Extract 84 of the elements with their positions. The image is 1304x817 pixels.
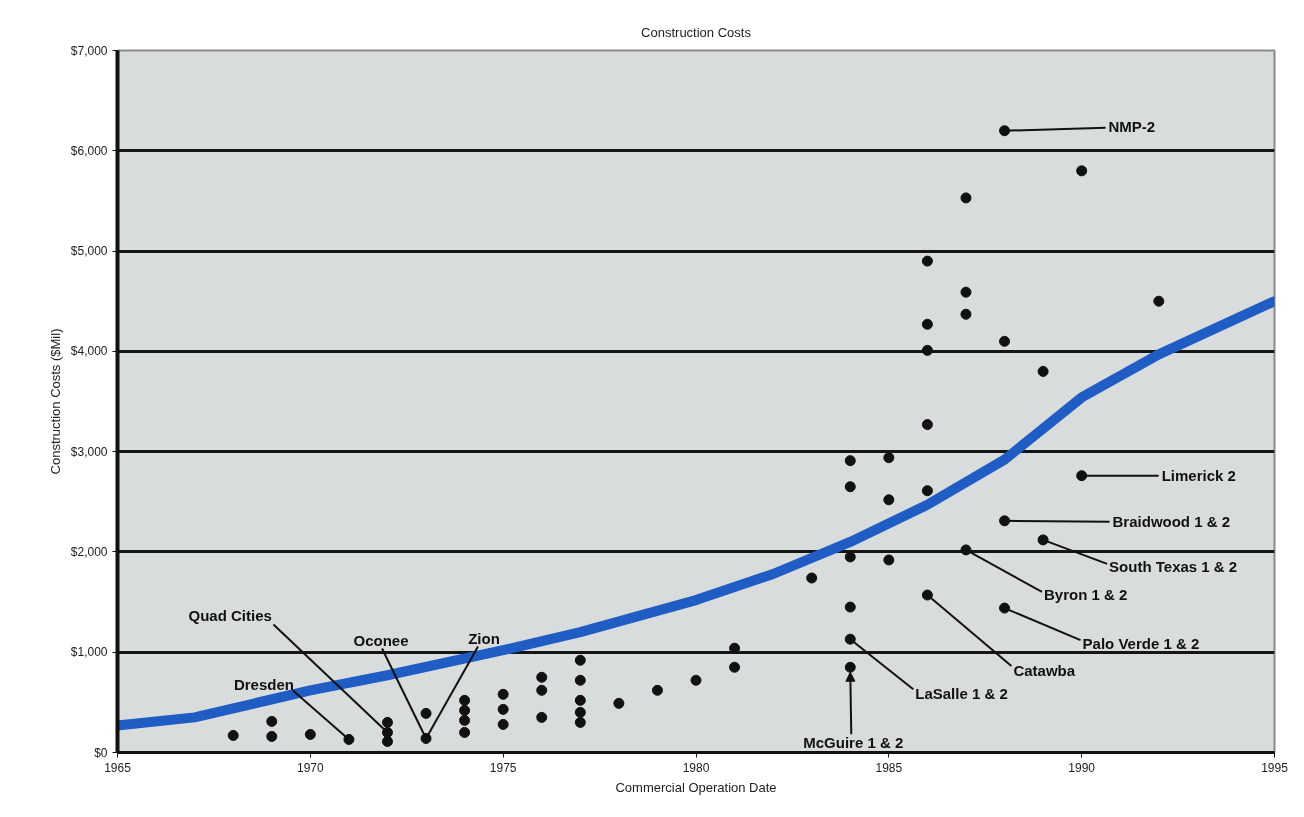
point: [844, 455, 856, 467]
point: [574, 716, 586, 728]
point: [844, 601, 856, 613]
y-tick-label: $1,000: [70, 645, 108, 660]
point: [1037, 365, 1049, 377]
y-tick-label: $3,000: [70, 444, 108, 459]
annotation: South Texas 1 & 2: [1109, 558, 1238, 576]
y-tick-label: $4,000: [70, 344, 108, 359]
point: [921, 485, 933, 497]
point: [266, 715, 278, 727]
y-tick-label: $0: [94, 745, 108, 760]
point: [1076, 470, 1088, 482]
x-tick-label: 1980: [682, 760, 710, 775]
point: [844, 481, 856, 493]
point: [227, 729, 239, 741]
annotation: Oconee: [353, 631, 409, 649]
point: [690, 674, 702, 686]
point: [651, 684, 663, 696]
point: [999, 335, 1011, 347]
point: [729, 661, 741, 673]
point: [883, 494, 895, 506]
annotation: LaSalle 1 & 2: [915, 684, 1008, 702]
annotation: Byron 1 & 2: [1043, 586, 1128, 604]
annotation: McGuire 1 & 2: [803, 733, 904, 751]
y-tick-label: $2,000: [70, 544, 108, 559]
point: [574, 694, 586, 706]
point: [999, 125, 1011, 137]
point: [497, 703, 509, 715]
point: [497, 718, 509, 730]
annotation: Palo Verde 1 & 2: [1082, 634, 1200, 652]
x-tick-label: 1975: [489, 760, 517, 775]
point: [304, 728, 316, 740]
point: [921, 255, 933, 267]
point: [999, 515, 1011, 527]
point: [921, 589, 933, 601]
annotation: NMP-2: [1108, 118, 1156, 136]
point: [960, 286, 972, 298]
point: [459, 694, 471, 706]
point: [1153, 295, 1165, 307]
point: [844, 661, 856, 673]
annotation: Limerick 2: [1161, 467, 1236, 485]
point: [883, 452, 895, 464]
x-axis-title: Commercial Operation Date: [615, 779, 777, 795]
point: [459, 726, 471, 738]
annotation: Braidwood 1 & 2: [1112, 513, 1231, 531]
point: [921, 318, 933, 330]
point: [1076, 165, 1088, 177]
y-tick-label: $5,000: [70, 244, 108, 259]
point: [921, 419, 933, 431]
y-tick-label: $6,000: [70, 143, 108, 158]
point: [420, 707, 432, 719]
point: [844, 633, 856, 645]
chart-title: Construction Costs: [641, 24, 752, 40]
point: [266, 730, 278, 742]
annotation: Catawba: [1013, 661, 1076, 679]
point: [574, 674, 586, 686]
point: [960, 192, 972, 204]
point: [999, 602, 1011, 614]
point: [613, 697, 625, 709]
point: [381, 716, 393, 728]
x-tick-label: 1970: [296, 760, 325, 775]
x-tick-label: 1995: [1261, 760, 1289, 775]
x-tick-label: 1990: [1068, 760, 1096, 775]
point: [343, 733, 355, 745]
point: [574, 706, 586, 718]
x-tick-label: 1985: [875, 760, 903, 775]
point: [536, 684, 548, 696]
point: [459, 714, 471, 726]
point: [459, 704, 471, 716]
point: [806, 572, 818, 584]
y-axis-title: Construction Costs ($Mil): [47, 328, 63, 475]
point: [883, 554, 895, 566]
point: [497, 688, 509, 700]
point: [381, 735, 393, 747]
annotation: Zion: [468, 629, 500, 647]
point: [536, 711, 548, 723]
annotation: Dresden: [233, 675, 294, 693]
point: [960, 308, 972, 320]
annotation: Quad Cities: [188, 606, 272, 624]
x-tick-label: 1965: [104, 760, 132, 775]
y-tick-label: $7,000: [70, 43, 108, 58]
point: [921, 344, 933, 356]
point: [574, 654, 586, 666]
point: [536, 671, 548, 683]
